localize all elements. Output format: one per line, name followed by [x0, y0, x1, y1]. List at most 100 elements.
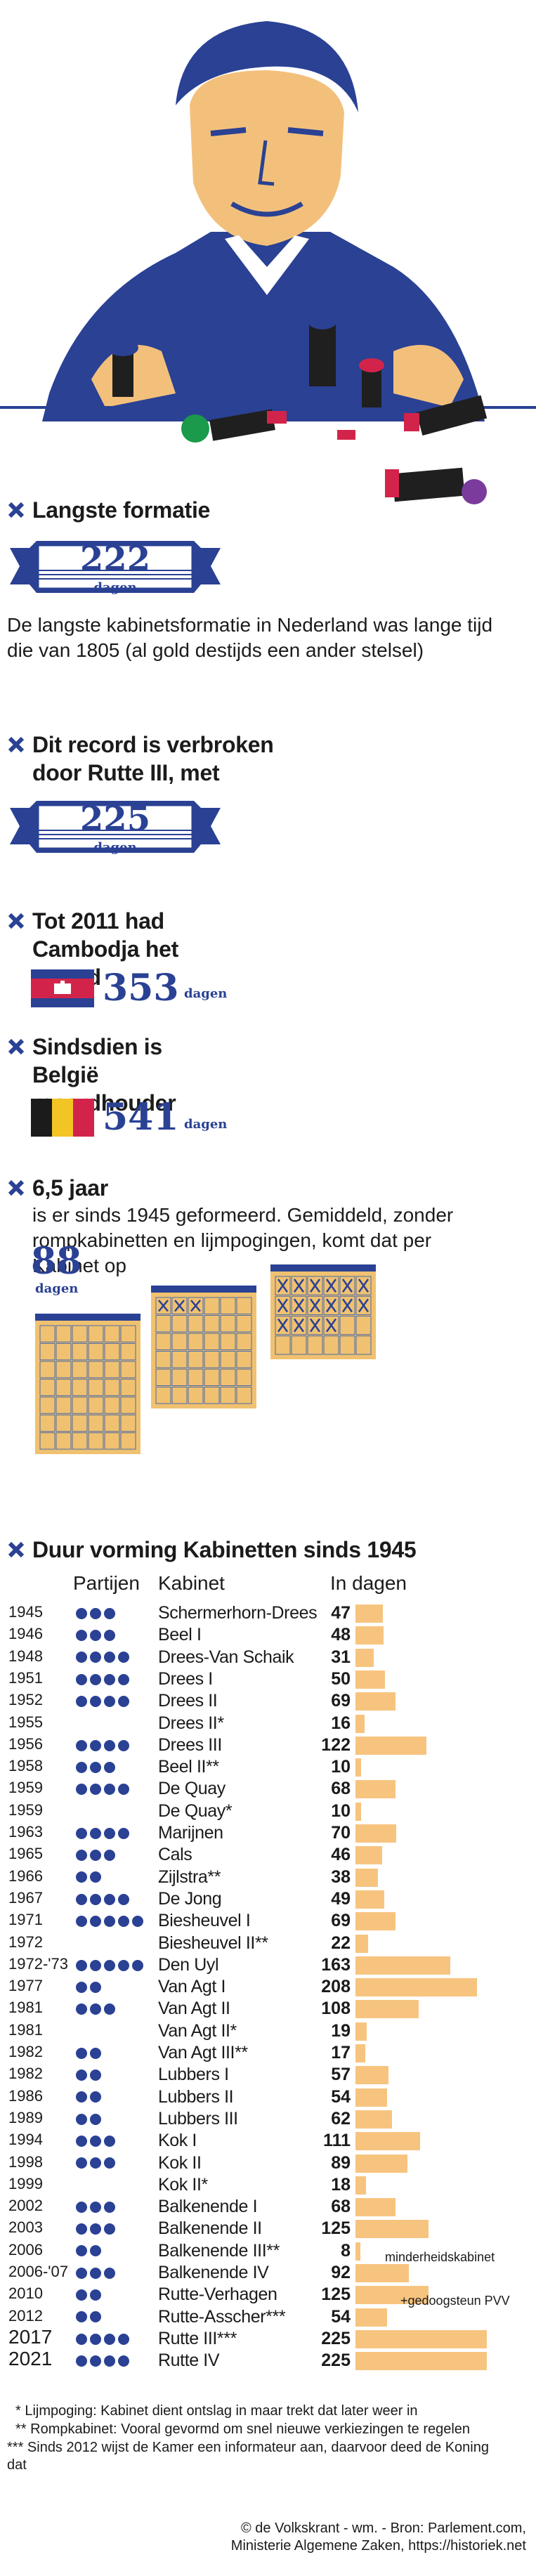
party-dots: [76, 1629, 118, 1643]
duration-bar: [355, 2132, 421, 2151]
party-dot: [76, 2333, 87, 2345]
kabinet-days: 19: [331, 2020, 351, 2041]
footnote-3: *** Sinds 2012 wijst de Kamer een inform…: [7, 2440, 489, 2473]
party-dots: [76, 1871, 104, 1885]
party-dot: [76, 1827, 87, 1839]
party-dot: [90, 2113, 101, 2125]
kabinet-name: Kok I: [158, 2131, 197, 2151]
row-year: 1981: [8, 2020, 43, 2039]
party-dot: [118, 1784, 129, 1796]
party-dot: [104, 1673, 115, 1685]
party-dot: [76, 2289, 87, 2301]
section-heading: Tot 2011 had Cambodja het record: [32, 908, 178, 990]
kabinet-days: 10: [331, 1757, 351, 1777]
section-text: is er sinds 1945 geformeerd. Gemiddeld, …: [32, 1204, 454, 1276]
column-header-dagen: In dagen: [330, 1572, 407, 1594]
record-unit: dagen: [93, 840, 137, 855]
kabinet-days: 46: [331, 1845, 351, 1865]
row-year: 2012: [8, 2306, 43, 2325]
party-dot: [90, 1673, 101, 1685]
banner-ribbon: [10, 801, 221, 853]
kabinet-name: Biesheuvel II**: [158, 1933, 268, 1953]
party-dot: [118, 1893, 129, 1905]
party-dots: [76, 2267, 118, 2281]
section-heading: Dit record is verbroken door Rutte III, …: [32, 732, 274, 785]
party-dot: [76, 1630, 87, 1642]
kabinet-days: 208: [321, 1977, 351, 1997]
kabinet-name: Drees-Van Schaik: [158, 1647, 294, 1667]
duration-bar: [355, 2329, 487, 2348]
party-dot: [90, 1784, 101, 1796]
party-dot: [90, 1761, 101, 1773]
column-header-partijen: Partijen: [73, 1572, 140, 1594]
party-dot: [76, 1784, 87, 1796]
section-text: De langste kabinetsformatie in Nederland…: [7, 614, 493, 661]
kabinet-name: De Quay: [158, 1779, 225, 1799]
row-year: 1945: [8, 1603, 43, 1621]
party-dot: [104, 1652, 115, 1663]
duration-bar: [355, 1758, 362, 1777]
x-bullet-icon: [8, 502, 25, 518]
kabinet-name: Den Uyl: [158, 1954, 219, 1975]
party-dot: [76, 1761, 87, 1773]
kabinet-name: Balkenende III**: [158, 2240, 280, 2261]
duration-bar: [355, 1648, 374, 1667]
duration-bar: [355, 2110, 392, 2129]
party-dots: [76, 2245, 104, 2259]
party-dot: [90, 2223, 101, 2235]
party-dots: [76, 1761, 118, 1775]
calendar-icon: [270, 1264, 376, 1359]
kabinet-name: Rutte-Asscher***: [158, 2306, 286, 2327]
row-year: 1977: [8, 1977, 43, 1995]
party-dot: [76, 2003, 87, 2015]
row-year: 1982: [8, 2065, 43, 2083]
party-dot: [132, 1959, 143, 1971]
party-dots: [76, 1739, 132, 1753]
party-dots: [76, 2091, 104, 2105]
row-year: 1955: [8, 1713, 43, 1731]
party-dot: [104, 2355, 115, 2367]
party-dot: [76, 2201, 87, 2213]
party-dot: [104, 1761, 115, 1773]
party-dot: [90, 2070, 101, 2081]
party-dot: [90, 2201, 101, 2213]
party-dot: [90, 2157, 101, 2169]
record-number: 541: [103, 1096, 179, 1139]
kabinet-days: 225: [321, 2351, 351, 2371]
party-dot: [76, 1981, 87, 1993]
section-heading: Langste formatie: [32, 497, 211, 523]
party-dot: [76, 2113, 87, 2125]
kabinet-name: Marijnen: [158, 1823, 223, 1843]
kabinet-name: Beel I: [158, 1625, 202, 1645]
party-dots: [76, 1981, 104, 1995]
kabinet-days: 125: [321, 2284, 351, 2305]
source-line-2: Ministerie Algemene Zaken, https://histo…: [230, 2538, 526, 2554]
party-dot: [90, 2355, 101, 2367]
party-dot: [104, 1695, 115, 1707]
duration-bar: [355, 2176, 366, 2195]
party-dots: [76, 1849, 118, 1863]
kabinet-days: 16: [331, 1713, 351, 1733]
kabinet-days: 49: [331, 1888, 351, 1909]
party-dots: [76, 2201, 118, 2215]
party-dots: [76, 1783, 132, 1797]
average-number: 88: [31, 1240, 82, 1283]
party-dot: [104, 2267, 115, 2279]
kabinet-name: Rutte III***: [158, 2328, 237, 2348]
kabinet-name: Drees III: [158, 1734, 222, 1755]
row-year: 1951: [8, 1668, 43, 1687]
kabinet-days: 50: [331, 1668, 351, 1689]
kabinet-days: 17: [331, 2043, 351, 2062]
kabinet-days: 22: [331, 1933, 351, 1953]
flag-cambodia-icon: [31, 969, 94, 1007]
duration-bar: [355, 1670, 385, 1689]
kabinet-days: 92: [331, 2263, 351, 2282]
kabinet-name: Zijlstra**: [158, 1866, 221, 1887]
party-dot: [118, 2355, 129, 2367]
record-unit: dagen: [184, 986, 228, 1001]
party-dots: [76, 2157, 118, 2171]
party-dot: [104, 1959, 115, 1971]
kabinet-name: Lubbers I: [158, 2065, 229, 2085]
row-year: 1958: [8, 1757, 43, 1775]
duration-bar: [355, 1956, 451, 1975]
